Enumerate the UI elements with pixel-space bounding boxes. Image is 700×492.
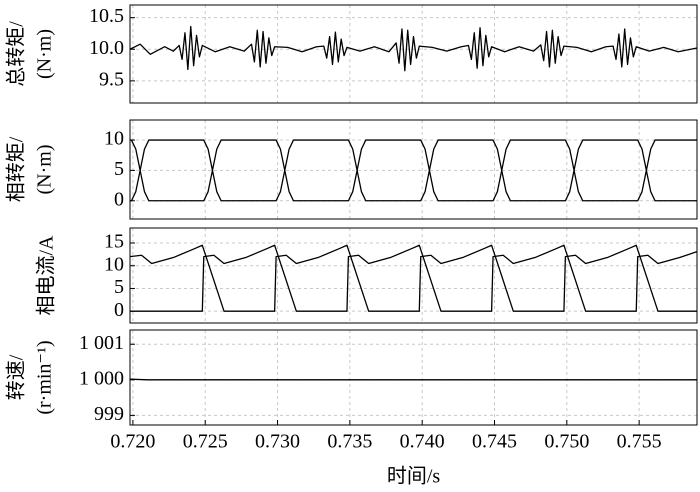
series-line	[129, 378, 697, 381]
y-axis-label: 转速/	[5, 354, 28, 400]
y-tick-label: 10.0	[89, 37, 124, 59]
series-line	[130, 244, 698, 312]
y-tick-label: 999	[94, 403, 124, 425]
series-line	[129, 25, 698, 72]
x-tick-label: 0.745	[472, 431, 517, 453]
x-tick-label: 0.720	[110, 431, 155, 453]
series-line	[130, 139, 697, 202]
y-tick-label: 5	[114, 158, 124, 180]
x-tick-label: 0.755	[617, 431, 662, 453]
y-tick-label: 1 001	[79, 332, 124, 354]
y-axis-label: (N·m)	[34, 145, 56, 195]
y-tick-label: 0	[114, 299, 124, 321]
y-tick-label: 10.5	[89, 5, 124, 27]
plot-frame	[129, 329, 698, 426]
y-tick-label: 0	[114, 188, 124, 210]
x-tick-label: 0.725	[183, 431, 228, 453]
y-tick-label: 15	[104, 231, 124, 253]
plot-frame	[129, 227, 698, 324]
x-axis-label: 时间/s	[387, 465, 441, 488]
x-tick-label: 0.740	[400, 431, 445, 453]
y-axis-label: (r·min⁻¹)	[34, 340, 56, 414]
y-axis-label: 总转矩/	[5, 21, 28, 87]
y-axis-label: 相电流/A	[35, 235, 58, 316]
y-tick-label: 5	[114, 276, 124, 298]
x-tick-label: 0.735	[327, 431, 372, 453]
y-tick-label: 1 000	[79, 367, 124, 389]
plot-frame	[129, 4, 698, 104]
x-tick-label: 0.730	[255, 431, 300, 453]
x-tick-label: 0.750	[544, 431, 589, 453]
y-tick-label: 9.5	[99, 68, 124, 90]
series-line	[129, 244, 697, 312]
y-axis-label: (N·m)	[34, 29, 56, 79]
y-axis-label: 相转矩/	[5, 136, 28, 202]
y-tick-label: 10	[104, 128, 124, 150]
series-line	[130, 139, 697, 202]
y-tick-label: 10	[104, 253, 124, 275]
plot-frame	[129, 119, 698, 220]
